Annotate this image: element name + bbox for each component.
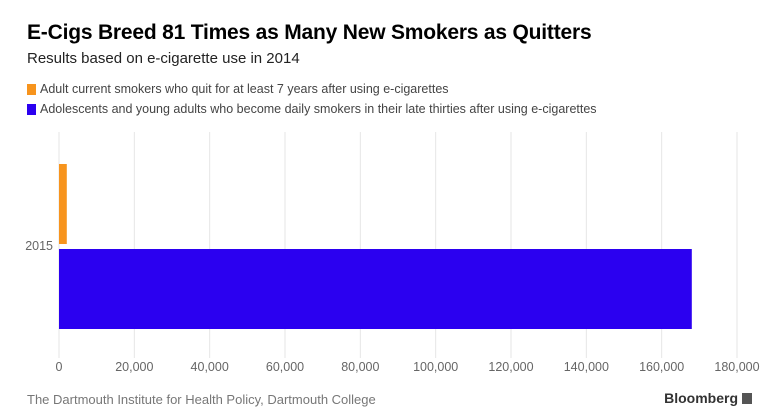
chart-subtitle: Results based on e-cigarette use in 2014 xyxy=(27,50,300,67)
x-tick-label: 0 xyxy=(56,360,63,374)
chart-title: E-Cigs Breed 81 Times as Many New Smoker… xyxy=(27,21,592,44)
x-tick-label: 100,000 xyxy=(413,360,458,374)
bar xyxy=(59,249,692,329)
legend-swatch-quitters xyxy=(27,83,36,95)
x-tick-label: 160,000 xyxy=(639,360,684,374)
x-tick-label: 40,000 xyxy=(191,360,229,374)
x-tick-label: 140,000 xyxy=(564,360,609,374)
legend-label-smokers: Adolescents and young adults who become … xyxy=(40,102,597,116)
x-tick-label: 60,000 xyxy=(266,360,304,374)
bar xyxy=(59,164,67,244)
x-tick-label: 120,000 xyxy=(488,360,533,374)
legend: Adult current smokers who quit for at le… xyxy=(27,79,597,119)
brand-logo: Bloomberg xyxy=(664,390,752,406)
x-tick-label: 80,000 xyxy=(341,360,379,374)
legend-label-quitters: Adult current smokers who quit for at le… xyxy=(40,82,449,96)
legend-swatch-smokers xyxy=(27,103,36,115)
x-tick-label: 180,000 xyxy=(714,360,759,374)
x-tick-label: 20,000 xyxy=(115,360,153,374)
brand-name: Bloomberg xyxy=(664,390,738,406)
y-category-label: 2015 xyxy=(25,239,53,253)
legend-item-smokers: Adolescents and young adults who become … xyxy=(27,99,597,119)
source-note: The Dartmouth Institute for Health Polic… xyxy=(27,392,376,407)
bloomberg-icon xyxy=(742,392,752,404)
legend-item-quitters: Adult current smokers who quit for at le… xyxy=(27,79,597,99)
